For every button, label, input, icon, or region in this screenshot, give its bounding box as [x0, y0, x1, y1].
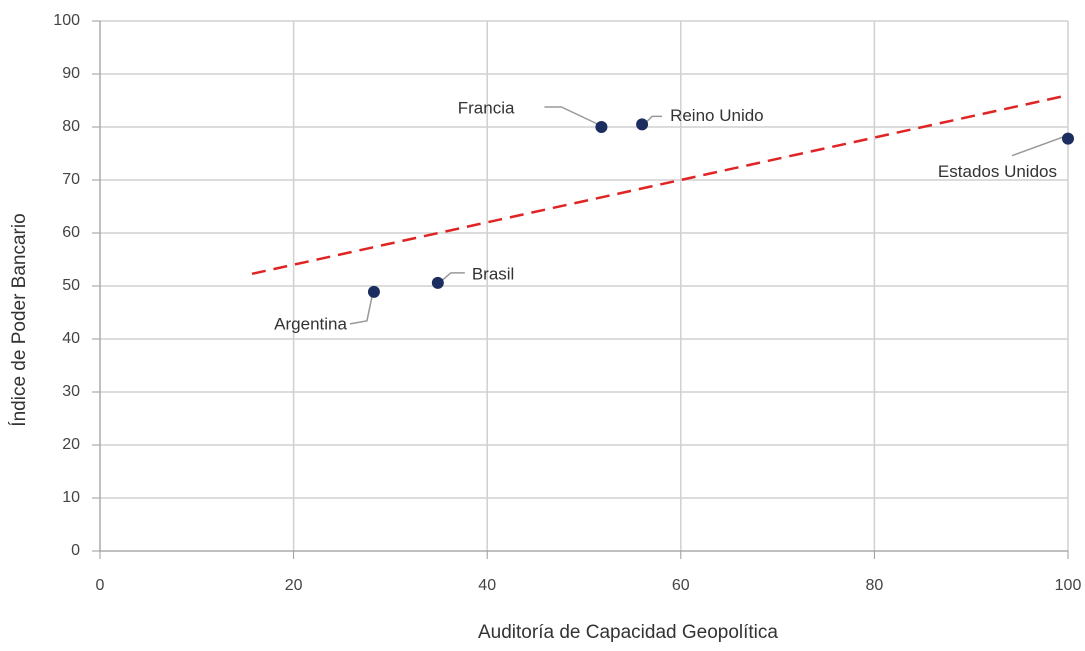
- leader-line: [645, 115, 663, 123]
- point-label: Reino Unido: [670, 106, 764, 125]
- x-tick-label: 0: [96, 577, 105, 594]
- y-tick-label: 60: [62, 224, 80, 241]
- leader-line: [544, 106, 598, 125]
- point-label: Argentina: [274, 314, 347, 333]
- point: [595, 121, 608, 133]
- point: [636, 118, 649, 131]
- leader-line: [1011, 135, 1065, 157]
- y-tick-label: 30: [62, 383, 80, 400]
- x-tick-label: 100: [1055, 577, 1082, 594]
- leader-line: [442, 272, 465, 281]
- point: [1062, 132, 1074, 145]
- y-tick-label: 80: [62, 118, 80, 135]
- y-tick-label: 70: [62, 171, 80, 188]
- x-tick-label: 80: [866, 577, 884, 594]
- y-tick-label: 10: [62, 489, 80, 506]
- x-axis-title: Auditoría de Capacidad Geopolítica: [478, 622, 778, 643]
- point: [431, 276, 444, 289]
- x-tick-label: 60: [672, 577, 690, 594]
- leader-line: [349, 296, 373, 325]
- y-tick-label: 90: [62, 65, 80, 82]
- y-axis-title: Índice de Poder Bancario: [9, 213, 30, 426]
- point-label: Estados Unidos: [938, 162, 1057, 181]
- y-tick-label: 20: [62, 436, 80, 453]
- point-label: Brasil: [472, 264, 515, 283]
- point-label: Francia: [458, 98, 515, 117]
- trend-line: [251, 93, 1069, 276]
- y-tick-label: 0: [71, 542, 80, 559]
- y-tick-label: 100: [53, 12, 80, 29]
- x-tick-label: 20: [285, 577, 303, 594]
- y-tick-label: 50: [62, 277, 80, 294]
- y-tick-label: 40: [62, 330, 80, 347]
- x-tick-label: 40: [478, 577, 496, 594]
- point: [367, 285, 380, 298]
